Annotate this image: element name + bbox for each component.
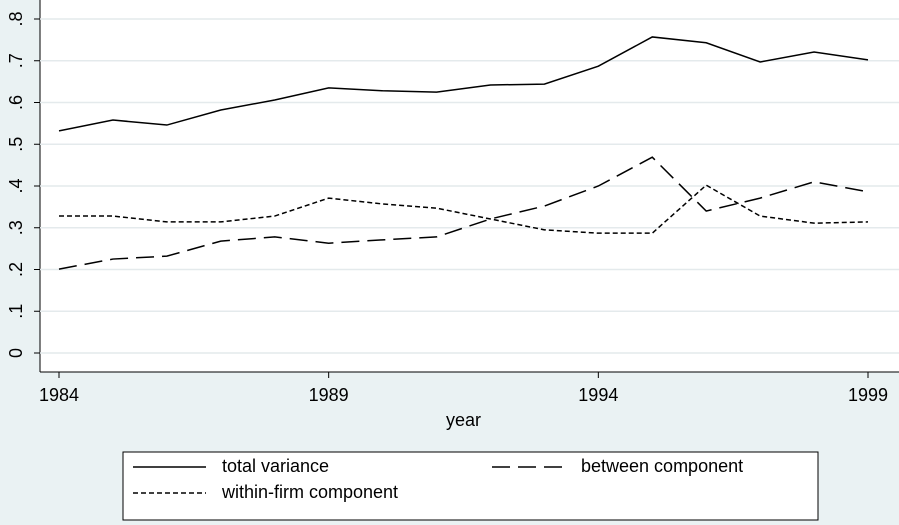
- y-tick-label: 0: [6, 348, 26, 358]
- y-tick-label: .2: [6, 262, 26, 277]
- series-line: [59, 184, 869, 234]
- legend-label: between component: [581, 456, 743, 476]
- y-tick-label: .1: [6, 304, 26, 319]
- x-tick-label: 1984: [39, 385, 79, 405]
- y-tick-label: .4: [6, 178, 26, 193]
- series-line: [58, 156, 869, 270]
- legend-label: total variance: [222, 456, 329, 476]
- series-line: [58, 36, 869, 132]
- x-tick-label: 1999: [848, 385, 888, 405]
- x-tick-label: 1994: [578, 385, 618, 405]
- y-tick-label: .7: [6, 53, 26, 68]
- x-tick-label: 1989: [309, 385, 349, 405]
- y-tick-label: .3: [6, 220, 26, 235]
- legend-label: within-firm component: [221, 482, 398, 502]
- y-tick-label: .8: [6, 11, 26, 26]
- y-tick-label: .5: [6, 137, 26, 152]
- y-tick-label: .6: [6, 95, 26, 110]
- legend-box: [122, 451, 819, 521]
- x-axis-label: year: [446, 410, 481, 430]
